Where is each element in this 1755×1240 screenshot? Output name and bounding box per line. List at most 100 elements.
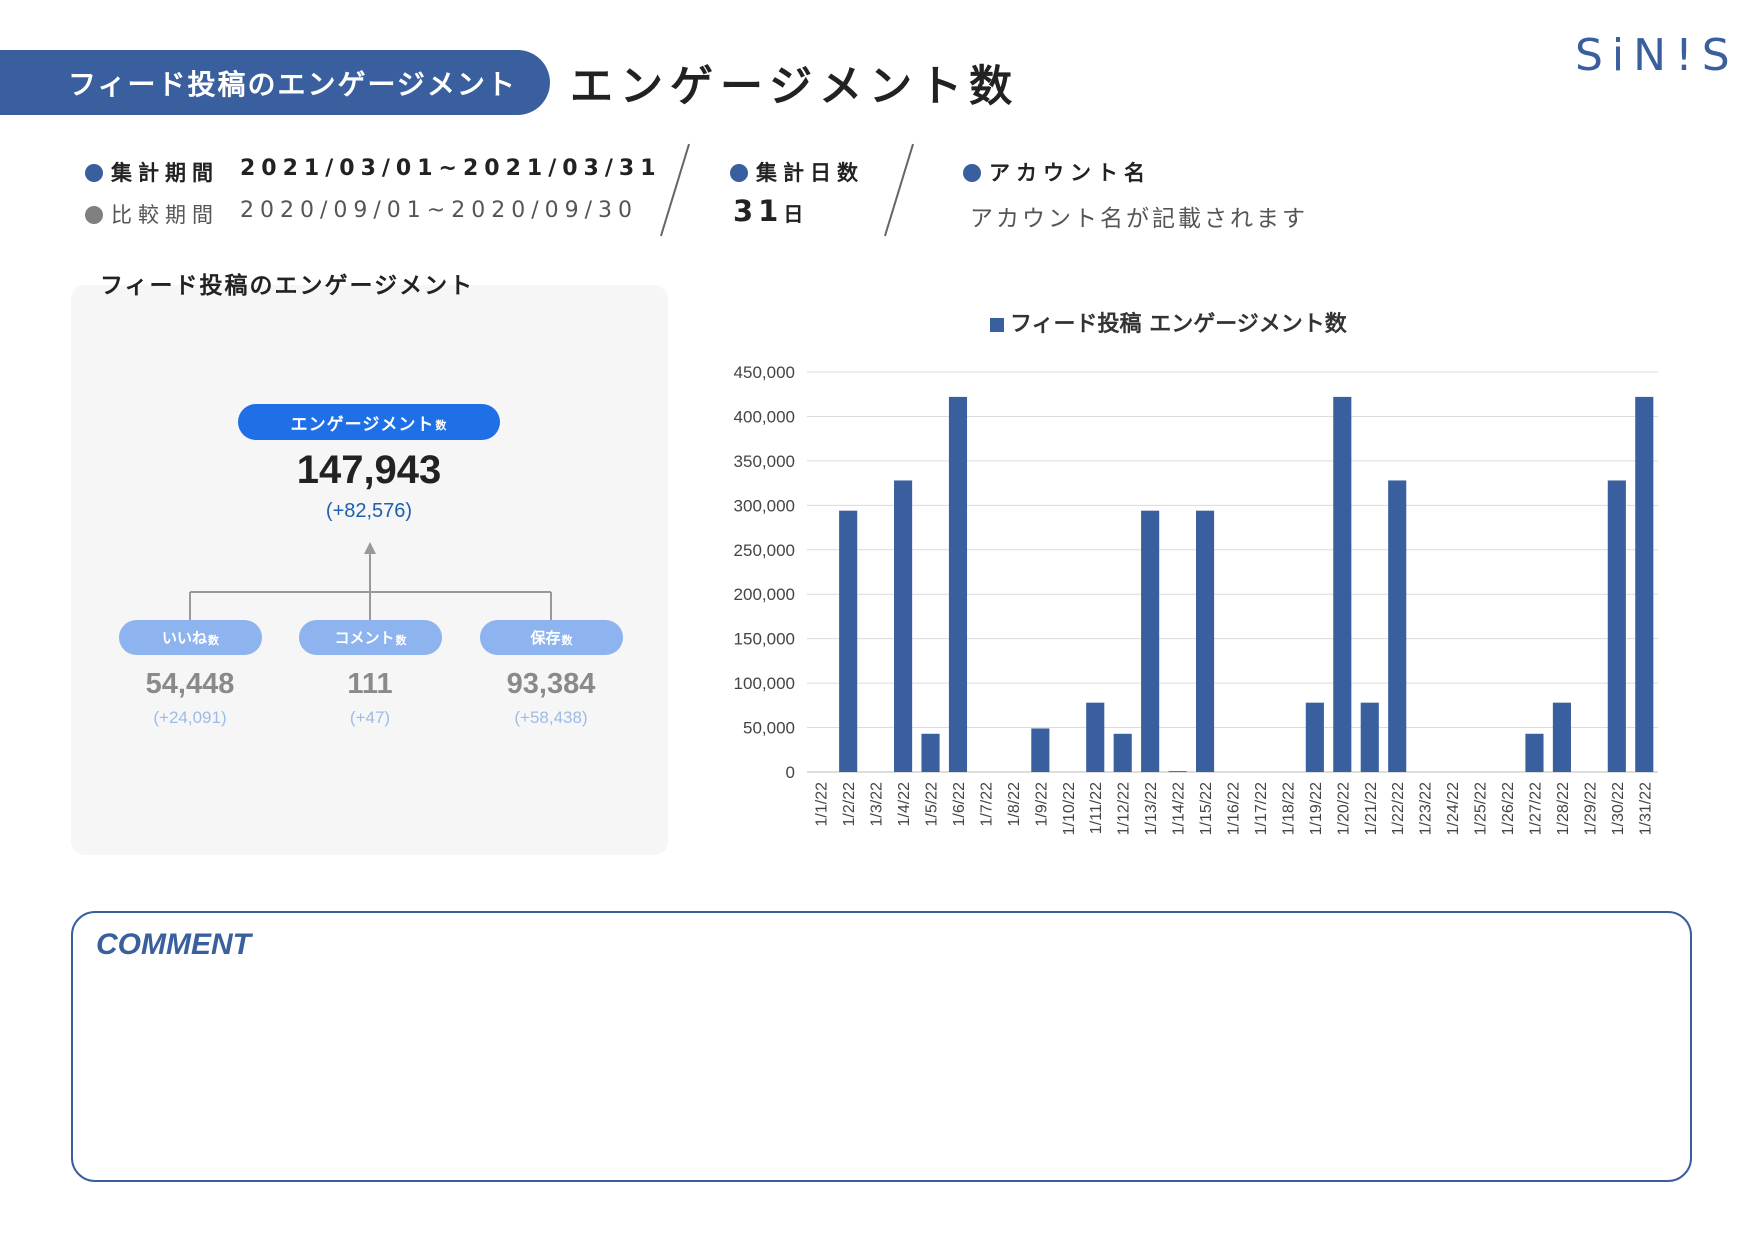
bar: [1607, 480, 1626, 772]
x-tick-label: 1/28/22: [1555, 782, 1572, 835]
compare-dot-icon: [85, 206, 103, 224]
x-tick-label: 1/12/22: [1116, 782, 1133, 835]
comments-label: コメント: [334, 629, 395, 647]
saves-diff: (+58,438): [514, 708, 588, 727]
bar: [1333, 396, 1352, 772]
total-engagement-pill: エンゲージメント数: [238, 404, 500, 440]
days-value: 31: [733, 194, 784, 228]
bar: [1552, 702, 1571, 772]
x-tick-label: 1/30/22: [1610, 782, 1627, 835]
bar: [894, 480, 913, 772]
x-tick-label: 1/24/22: [1445, 782, 1462, 835]
x-tick-label: 1/16/22: [1226, 782, 1243, 835]
comments-diff: (+47): [349, 708, 391, 727]
y-tick-label: 100,000: [734, 674, 795, 693]
days-unit: 日: [783, 202, 804, 226]
bar: [1525, 733, 1544, 772]
y-tick-label: 50,000: [743, 719, 795, 738]
days-label: 集計日数: [756, 161, 864, 185]
bar: [948, 396, 968, 772]
comments-value: 111: [347, 668, 393, 700]
likes-label: いいね: [161, 629, 207, 647]
period-label: 集計期間: [111, 161, 219, 185]
comments-pill: コメント数: [299, 620, 442, 655]
compare-row: 比較期間: [85, 199, 219, 229]
saves-pill: 保存数: [480, 620, 623, 655]
bar: [1635, 396, 1654, 772]
x-tick-label: 1/19/22: [1308, 782, 1325, 835]
saves-suffix: 数: [561, 634, 573, 647]
y-tick-label: 250,000: [734, 541, 795, 560]
section-tag: フィード投稿のエンゲージメント: [0, 50, 550, 115]
bar: [1086, 702, 1105, 772]
bar: [1141, 510, 1160, 772]
x-tick-label: 1/8/22: [1006, 782, 1023, 827]
bar: [1360, 702, 1379, 772]
x-tick-label: 1/17/22: [1253, 782, 1270, 835]
bar: [1031, 728, 1050, 772]
x-tick-label: 1/18/22: [1280, 782, 1297, 835]
page-title: エンゲージメント数: [570, 62, 1020, 112]
saves-label: 保存: [530, 629, 561, 647]
compare-label: 比較期間: [111, 203, 219, 227]
x-tick-label: 1/9/22: [1033, 782, 1050, 827]
legend-label: フィード投稿 エンゲージメント数: [1010, 311, 1348, 337]
comment-box[interactable]: [71, 911, 1692, 1182]
bar: [1113, 733, 1132, 772]
saves-value: 93,384: [506, 668, 596, 700]
account-row: アカウント名: [963, 157, 1151, 187]
days-dot-icon: [730, 164, 748, 182]
bar: [1195, 510, 1215, 772]
total-engagement-value: 147,943: [296, 448, 442, 492]
x-tick-label: 1/14/22: [1171, 782, 1188, 835]
panel-heading: フィード投稿のエンゲージメント: [100, 273, 475, 299]
x-tick-label: 1/21/22: [1363, 782, 1380, 835]
x-tick-label: 1/26/22: [1500, 782, 1517, 835]
y-tick-label: 150,000: [734, 630, 795, 649]
days-value-group: 31日: [733, 194, 803, 228]
y-tick-label: 450,000: [734, 363, 795, 382]
comments-suffix: 数: [395, 634, 407, 647]
x-tick-label: 1/15/22: [1198, 782, 1215, 835]
likes-suffix: 数: [208, 634, 219, 647]
brand-logo: SiN!S: [1575, 30, 1739, 81]
legend-swatch: [990, 318, 1004, 332]
total-engagement-suffix: 数: [435, 418, 448, 432]
x-tick-label: 1/10/22: [1061, 782, 1078, 835]
bar: [1305, 702, 1324, 772]
up-arrow-icon: [364, 542, 376, 554]
likes-diff: (+24,091): [153, 708, 227, 727]
x-tick-label: 1/11/22: [1088, 782, 1105, 834]
x-tick-label: 1/13/22: [1143, 782, 1160, 835]
bar: [1168, 771, 1187, 772]
x-tick-label: 1/29/22: [1582, 782, 1599, 835]
x-tick-label: 1/25/22: [1473, 782, 1490, 835]
x-tick-label: 1/23/22: [1418, 782, 1435, 835]
comment-title: COMMENT: [96, 928, 251, 961]
days-row: 集計日数: [730, 157, 864, 187]
y-tick-label: 300,000: [734, 496, 795, 515]
divider: [884, 143, 914, 237]
account-value: アカウント名が記載されます: [970, 206, 1308, 232]
section-tag-label: フィード投稿のエンゲージメント: [68, 67, 517, 101]
y-tick-label: 400,000: [734, 407, 795, 426]
bar: [1388, 480, 1407, 772]
period-value: 2021/03/01~2021/03/31: [240, 156, 662, 181]
period-dot-icon: [85, 164, 103, 182]
x-tick-label: 1/2/22: [841, 782, 858, 827]
likes-pill: いいね数: [119, 620, 262, 655]
x-tick-label: 1/27/22: [1527, 782, 1544, 835]
period-row: 集計期間: [85, 157, 219, 187]
x-tick-label: 1/7/22: [978, 782, 995, 827]
likes-value: 54,448: [145, 668, 235, 700]
x-tick-label: 1/4/22: [896, 782, 913, 827]
account-label: アカウント名: [989, 161, 1151, 185]
bar: [839, 510, 858, 772]
x-tick-label: 1/5/22: [924, 782, 941, 827]
divider: [660, 143, 690, 237]
total-engagement-diff: (+82,576): [325, 500, 413, 522]
x-tick-label: 1/6/22: [951, 782, 968, 827]
x-tick-label: 1/22/22: [1390, 782, 1407, 835]
x-tick-label: 1/20/22: [1335, 782, 1352, 835]
tree-connector: [189, 542, 552, 622]
